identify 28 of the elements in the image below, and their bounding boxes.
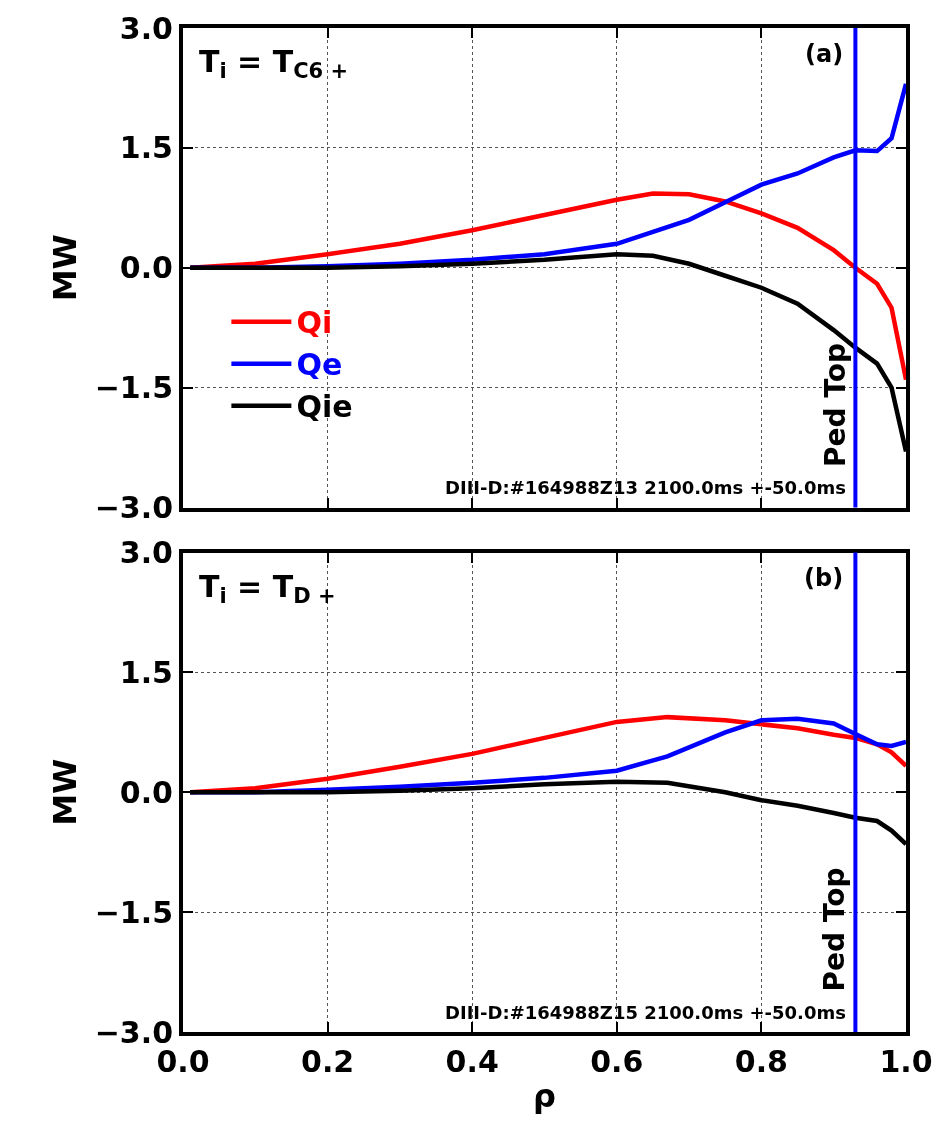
annotation: (b): [804, 564, 844, 592]
y-axis-title: MW: [45, 234, 84, 302]
legend-label: Qi: [296, 305, 333, 341]
x-axis-title: ρ: [533, 1077, 556, 1116]
x-tick-label: 0.2: [301, 1044, 355, 1079]
legend-label: Qie: [296, 389, 353, 425]
y-tick-label: 3.0: [119, 535, 173, 570]
ref-line-label: Ped Top: [818, 343, 852, 468]
annotation: (a): [805, 40, 844, 68]
x-tick-label: 0.4: [445, 1044, 499, 1079]
annotation: DIII-D:#164988Z15 2100.0ms +-50.0ms: [445, 1002, 846, 1023]
legend-label: Qe: [296, 347, 343, 383]
y-tick-label: 3.0: [119, 10, 173, 46]
y-tick-label: −3.0: [94, 490, 173, 525]
x-tick-label: 1.0: [879, 1044, 933, 1079]
y-tick-label: 1.5: [119, 654, 173, 690]
ref-line-label: Ped Top: [818, 867, 852, 992]
y-tick-label: 1.5: [119, 130, 173, 166]
y-tick-label: 0.0: [119, 774, 173, 810]
x-tick-label: 0.6: [590, 1044, 644, 1079]
annotation: DIII-D:#164988Z13 2100.0ms +-50.0ms: [445, 477, 846, 498]
y-tick-label: 0.0: [119, 250, 173, 286]
y-tick-label: −1.5: [94, 894, 173, 930]
x-tick-label: 0.8: [734, 1044, 788, 1079]
y-tick-label: −1.5: [94, 370, 173, 406]
y-axis-title: MW: [45, 758, 84, 826]
annotation: T$_{i}$ = T$_{D +}$: [199, 569, 336, 609]
annotation: T$_{i}$ = T$_{C6 +}$: [199, 44, 349, 84]
